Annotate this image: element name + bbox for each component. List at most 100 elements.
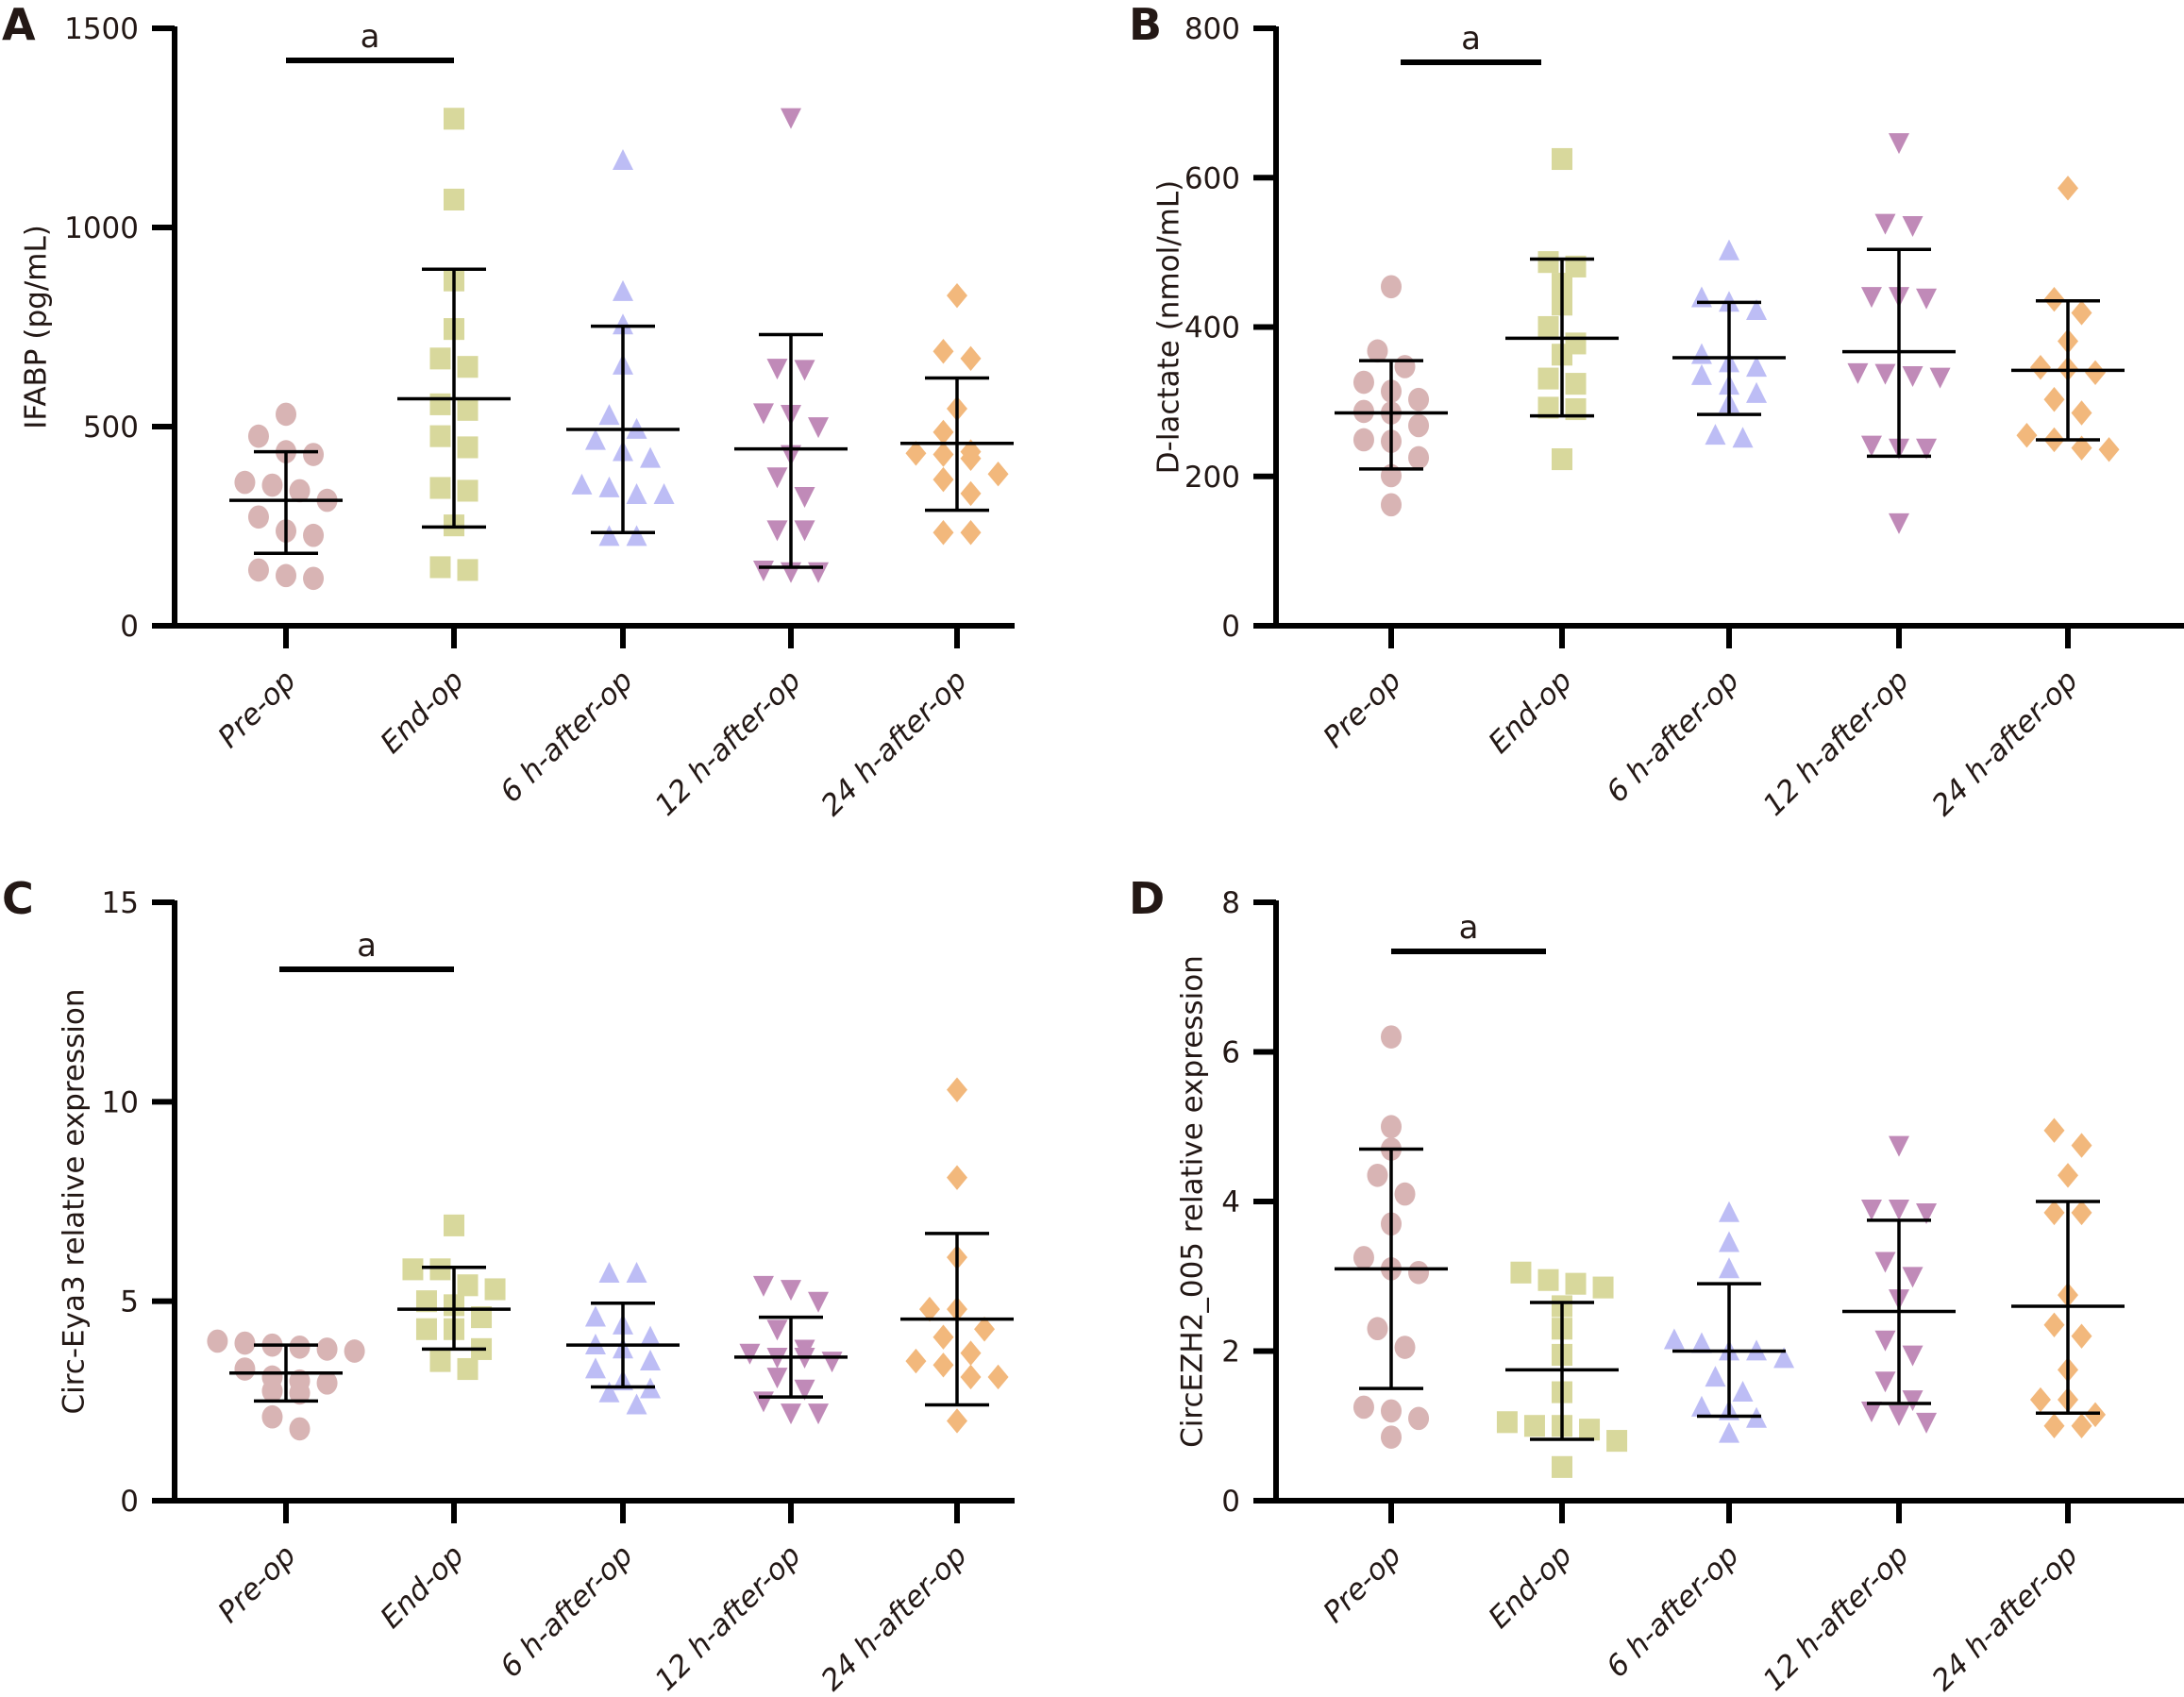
data-point-circle	[261, 1379, 283, 1403]
data-point-square	[484, 1278, 506, 1301]
data-point-triangle-up	[1690, 363, 1712, 385]
data-point-triangle-up	[598, 1261, 620, 1283]
data-point-triangle-down	[1902, 1345, 1924, 1367]
data-point-triangle-down	[794, 1379, 815, 1401]
data-point-square	[457, 1274, 479, 1297]
data-point-triangle-down	[1889, 1135, 1909, 1157]
data-point-circle	[1367, 339, 1388, 363]
y-tick-label: 4	[1221, 1185, 1240, 1219]
panel-letter: C	[2, 873, 34, 924]
data-point-triangle-up	[626, 1261, 647, 1283]
data-point-triangle-down	[808, 1403, 830, 1425]
data-point-square	[457, 479, 479, 502]
data-point-triangle-down	[1889, 133, 1909, 155]
data-point-triangle-down	[794, 486, 815, 508]
data-point-circle	[1394, 355, 1416, 378]
data-point-square	[1565, 255, 1587, 277]
data-point-diamond	[932, 466, 954, 493]
data-point-circle	[1352, 1246, 1374, 1269]
x-tick-label: Pre-op	[1317, 664, 1407, 754]
x-tick-label: 12 h-after-op	[648, 664, 807, 822]
data-point-circle	[1352, 370, 1374, 395]
data-point-square	[444, 1214, 464, 1236]
data-point-square	[457, 436, 479, 459]
significance-label: a	[357, 927, 377, 965]
y-tick-label: 600	[1184, 161, 1240, 195]
x-tick-label: 24 h-after-op	[1925, 664, 2084, 822]
data-point-square	[429, 1350, 451, 1372]
x-tick-label: 6 h-after-op	[494, 1538, 639, 1684]
data-point-triangle-down	[766, 359, 788, 380]
data-point-circle	[247, 424, 269, 448]
data-point-square	[457, 559, 479, 581]
significance-label: a	[361, 18, 380, 56]
data-point-diamond	[947, 1408, 967, 1434]
data-point-triangle-down	[1902, 366, 1924, 388]
data-point-circle	[1381, 493, 1402, 517]
data-point-diamond	[2043, 1200, 2065, 1226]
data-point-square	[415, 1290, 437, 1313]
data-point-triangle-down	[1916, 1412, 1938, 1434]
data-point-diamond	[2043, 1413, 2065, 1438]
x-tick-label: 24 h-after-op	[815, 664, 973, 822]
data-point-triangle-down	[808, 417, 830, 439]
data-point-triangle-up	[640, 1325, 662, 1347]
y-axis-title: IFABP (pg/mL)	[20, 225, 54, 429]
data-point-diamond	[2029, 355, 2051, 380]
data-point-square	[1592, 1276, 1614, 1299]
data-point-diamond	[932, 419, 954, 445]
data-point-circle	[316, 1337, 338, 1361]
data-point-circle	[1352, 428, 1374, 452]
data-point-triangle-up	[584, 428, 606, 450]
data-point-diamond	[905, 1348, 927, 1374]
series-square	[1496, 1261, 1628, 1478]
data-point-triangle-up	[1690, 343, 1712, 364]
data-point-square	[1606, 1430, 1628, 1453]
data-point-triangle-down	[1874, 363, 1896, 385]
significance-label: a	[1461, 20, 1481, 58]
data-point-triangle-up	[1705, 1366, 1726, 1387]
data-point-circle	[234, 1331, 256, 1355]
x-tick-label: 12 h-after-op	[1756, 1538, 1915, 1697]
data-point-triangle-down	[752, 403, 774, 425]
data-point-diamond	[2043, 1312, 2065, 1337]
series-triangle-up	[1663, 1201, 1795, 1443]
data-point-diamond	[960, 480, 982, 507]
data-point-triangle-up	[1719, 239, 1739, 260]
data-point-diamond	[918, 1296, 940, 1322]
data-point-square	[1523, 1415, 1545, 1437]
data-point-triangle-down	[752, 1275, 774, 1297]
data-point-diamond	[2071, 1413, 2092, 1438]
series-diamond	[2011, 176, 2125, 462]
data-point-diamond	[947, 1077, 967, 1102]
data-point-diamond	[947, 1165, 967, 1190]
data-point-square	[429, 393, 451, 415]
series-triangle-down	[1842, 1135, 1956, 1434]
data-point-triangle-down	[752, 1391, 774, 1413]
data-point-triangle-down	[1860, 435, 1882, 457]
data-point-circle	[1408, 445, 1430, 470]
data-point-circle	[289, 1417, 311, 1441]
y-tick-label: 8	[1221, 886, 1240, 920]
panel-letter: B	[1129, 0, 1162, 50]
data-point-square	[1552, 1455, 1572, 1478]
series-triangle-down	[734, 108, 848, 583]
y-tick-label: 5	[120, 1285, 139, 1319]
series-circle	[1335, 275, 1448, 517]
data-point-square	[429, 347, 451, 370]
y-tick-label: 1500	[64, 12, 139, 46]
data-point-triangle-up	[1732, 1380, 1754, 1402]
data-point-diamond	[932, 520, 954, 546]
data-point-diamond	[2043, 387, 2065, 412]
data-point-circle	[276, 402, 296, 427]
y-tick-label: 10	[102, 1085, 139, 1119]
x-tick-label: Pre-op	[211, 1538, 302, 1629]
data-point-circle	[1381, 275, 1402, 299]
data-point-diamond	[2071, 1200, 2092, 1226]
data-point-circle	[207, 1329, 228, 1353]
data-point-square	[429, 425, 451, 447]
x-tick-label: 12 h-after-op	[648, 1538, 807, 1697]
x-tick-label: End-op	[1482, 1538, 1578, 1635]
data-point-circle	[1352, 1395, 1374, 1420]
series-circle	[207, 1329, 365, 1441]
